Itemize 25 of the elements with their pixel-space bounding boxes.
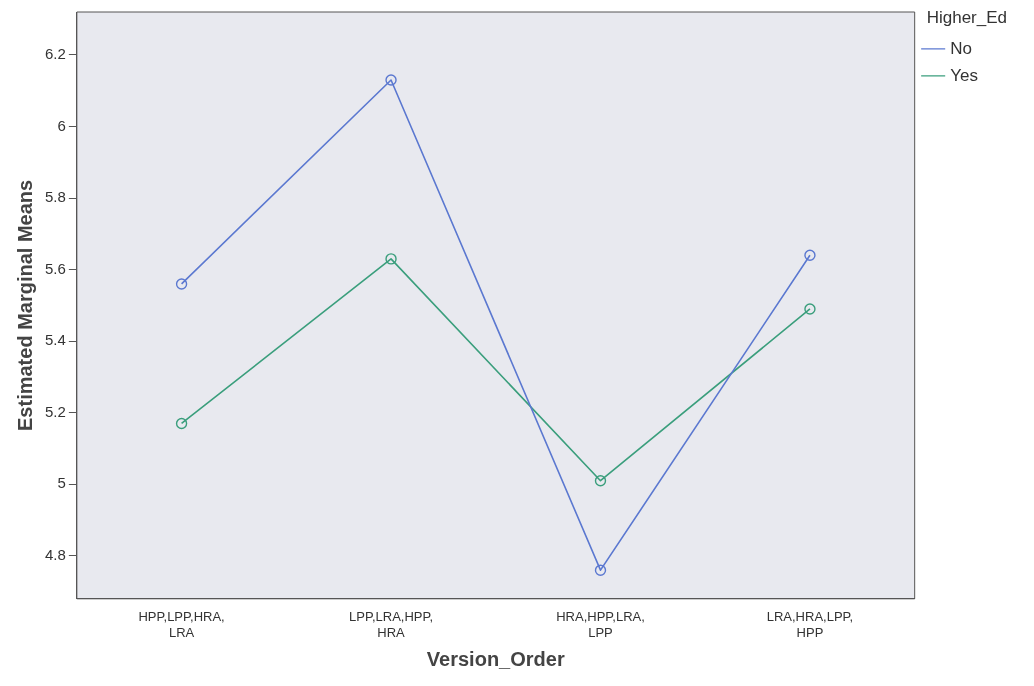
point (175, 278, 188, 290)
x-tick-label: LPP,LRA,HPP,HRA (349, 609, 434, 640)
x-axis-title: Version_Order (426, 647, 565, 670)
point (594, 475, 607, 487)
x-tick-label: LRA,HRA,LPP,HPP (766, 609, 854, 640)
point (804, 249, 816, 262)
legend-label: Yes (950, 65, 978, 85)
legend-title: Higher_Ed (926, 8, 1007, 28)
y-tick-label: 6 (57, 116, 66, 134)
legend-label: No (950, 38, 972, 58)
y-tick-label: 5.6 (44, 259, 66, 277)
point (175, 417, 188, 430)
y-tick-label: 5.2 (44, 402, 66, 420)
y-tick-label: 4.8 (44, 546, 66, 563)
y-tick-label: 5.4 (44, 331, 66, 349)
x-tick-label: HPP,LPP,HRA,LRA (138, 609, 225, 640)
y-tick-label: 5.8 (44, 188, 66, 206)
y-axis-title: Estimated Marginal Means (13, 179, 36, 431)
y-tick-label: 6.2 (44, 45, 66, 63)
x-tick-label: HRA,HPP,LRA,LPP (556, 609, 645, 640)
point (594, 564, 607, 576)
point (385, 253, 397, 265)
point (804, 303, 816, 315)
y-tick-label: 5 (57, 474, 66, 492)
point (385, 74, 397, 86)
